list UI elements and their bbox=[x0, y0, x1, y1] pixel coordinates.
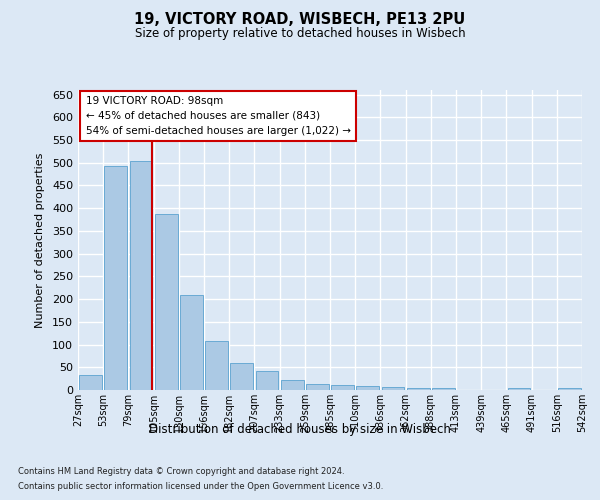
Bar bbox=[130, 162, 152, 390]
Bar bbox=[256, 371, 278, 390]
Bar bbox=[205, 341, 228, 390]
Text: Distribution of detached houses by size in Wisbech: Distribution of detached houses by size … bbox=[149, 422, 451, 436]
Bar bbox=[306, 384, 329, 390]
Text: 19, VICTORY ROAD, WISBECH, PE13 2PU: 19, VICTORY ROAD, WISBECH, PE13 2PU bbox=[134, 12, 466, 28]
Text: 19 VICTORY ROAD: 98sqm
← 45% of detached houses are smaller (843)
54% of semi-de: 19 VICTORY ROAD: 98sqm ← 45% of detached… bbox=[86, 96, 350, 136]
Bar bbox=[281, 380, 304, 390]
Bar bbox=[432, 388, 455, 390]
Bar bbox=[508, 388, 530, 390]
Bar bbox=[407, 388, 430, 390]
Bar bbox=[331, 385, 354, 390]
Bar bbox=[558, 388, 581, 390]
Bar bbox=[230, 362, 253, 390]
Bar bbox=[79, 376, 102, 390]
Text: Contains public sector information licensed under the Open Government Licence v3: Contains public sector information licen… bbox=[18, 482, 383, 491]
Bar bbox=[180, 295, 203, 390]
Bar bbox=[382, 388, 404, 390]
Bar bbox=[155, 214, 178, 390]
Text: Contains HM Land Registry data © Crown copyright and database right 2024.: Contains HM Land Registry data © Crown c… bbox=[18, 467, 344, 476]
Bar bbox=[104, 166, 127, 390]
Bar bbox=[356, 386, 379, 390]
Y-axis label: Number of detached properties: Number of detached properties bbox=[35, 152, 45, 328]
Text: Size of property relative to detached houses in Wisbech: Size of property relative to detached ho… bbox=[134, 28, 466, 40]
